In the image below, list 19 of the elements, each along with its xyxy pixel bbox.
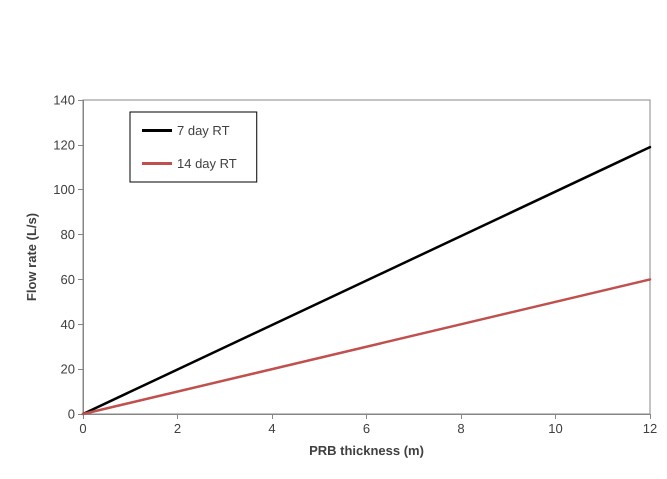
y-tick-label: 80: [60, 227, 75, 242]
y-tick-label: 0: [68, 406, 75, 422]
y-tick-label: 100: [53, 182, 75, 198]
x-tick-label: 2: [174, 421, 182, 436]
x-axis-title: PRB thickness (m): [309, 443, 424, 458]
y-tick-label: 20: [60, 362, 75, 377]
x-tick-label: 6: [362, 421, 370, 436]
legend-label: 14 day RT: [177, 156, 237, 171]
legend-label: 7 day RT: [177, 123, 230, 138]
x-tick-label: 0: [79, 421, 87, 436]
y-tick-label: 120: [53, 137, 75, 152]
x-tick-label: 12: [642, 421, 658, 436]
y-tick-label: 60: [60, 272, 75, 287]
x-tick-label: 4: [268, 421, 276, 436]
y-axis-title: Flow rate (L/s): [24, 212, 39, 302]
y-tick-label: 40: [60, 316, 75, 332]
x-tick-label: 10: [548, 421, 563, 436]
x-tick-label: 8: [457, 421, 465, 436]
y-tick-label: 140: [53, 92, 75, 108]
